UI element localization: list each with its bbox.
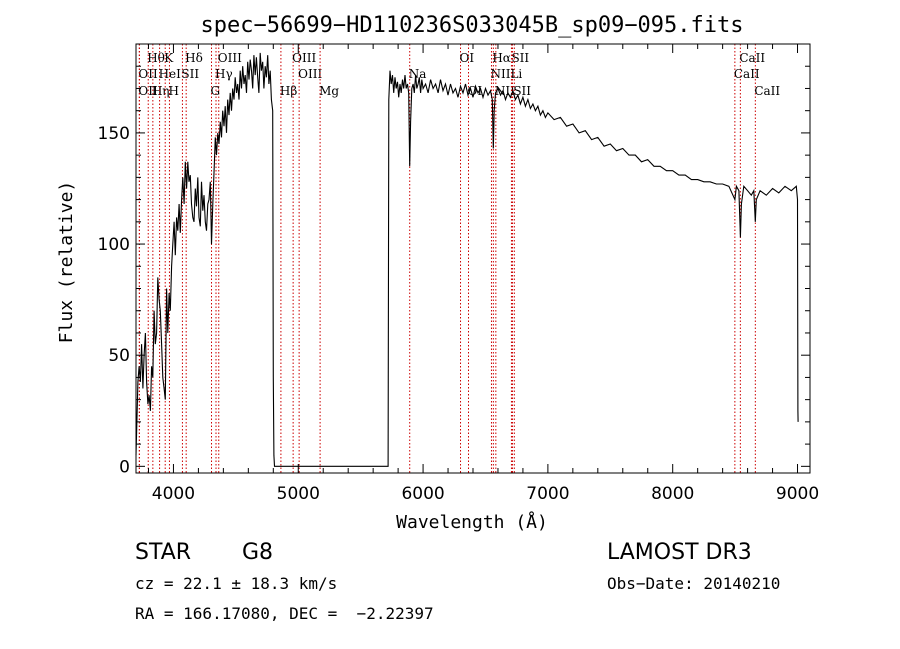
marker-label-5: HeI (159, 67, 182, 81)
spectrum-line-0 (135, 52, 799, 467)
y-axis-label: Flux (relative) (56, 181, 77, 344)
marker-label-20: NII (490, 67, 510, 81)
marker-label-25: CaII (739, 51, 765, 65)
observation-date: Obs−Date: 20140210 (607, 574, 781, 593)
y-tick-label-2: 100 (98, 235, 130, 255)
marker-label-22: SII (511, 51, 529, 65)
marker-label-1: OII (138, 67, 158, 81)
survey-name: LAMOST DR3 (607, 540, 752, 565)
marker-label-13: OIII (292, 51, 316, 65)
marker-label-3: Hη (152, 84, 170, 98)
marker-label-27: CaII (754, 84, 780, 98)
y-tick-label-0: 0 (119, 457, 130, 477)
marker-label-19: Hα (492, 51, 511, 65)
coordinates-readout: RA = 166.17080, DEC = −2.22397 (135, 604, 434, 623)
x-axis-label: Wavelength (Å) (396, 511, 548, 533)
marker-label-16: Na (409, 67, 427, 81)
marker-label-26: CaII (734, 67, 760, 81)
redshift-readout: cz = 22.1 ± 18.3 km/s (135, 574, 338, 593)
marker-label-12: Hβ (280, 84, 297, 98)
marker-label-11: G (211, 84, 221, 98)
marker-label-7: Hδ (185, 51, 203, 65)
x-tick-label-1: 5000 (277, 484, 320, 504)
marker-label-23: Li (510, 67, 522, 81)
plot-frame (135, 43, 811, 474)
marker-label-0: Hθ (147, 51, 165, 65)
x-tick-label-3: 7000 (526, 484, 569, 504)
object-class: STAR (135, 540, 192, 565)
x-tick-label-4: 8000 (651, 484, 694, 504)
marker-label-9: OIII (218, 51, 242, 65)
y-tick-label-3: 150 (98, 124, 130, 144)
x-tick-label-5: 9000 (776, 484, 819, 504)
marker-label-14: OIII (298, 67, 322, 81)
object-subclass: G8 (242, 540, 274, 565)
x-tick-label-0: 4000 (152, 484, 195, 504)
marker-label-24: SII (513, 84, 531, 98)
marker-label-10: Hγ (215, 67, 233, 81)
chart-title: spec−56699−HD110236S033045B_sp09−095.fit… (200, 13, 743, 38)
x-axis-ticks: 4000 5000 6000 7000 8000 9000 (147, 44, 819, 504)
y-tick-label-1: 50 (108, 346, 130, 366)
y-axis-ticks: 0 50 100 150 (98, 65, 810, 477)
marker-label-15: Mg (319, 84, 339, 98)
marker-label-6: H (168, 84, 178, 98)
marker-label-8: SII (181, 67, 199, 81)
spectrum-series (135, 52, 799, 467)
marker-label-17: OI (460, 51, 475, 65)
x-tick-label-2: 6000 (401, 484, 444, 504)
marker-label-2: OIII (138, 84, 162, 98)
